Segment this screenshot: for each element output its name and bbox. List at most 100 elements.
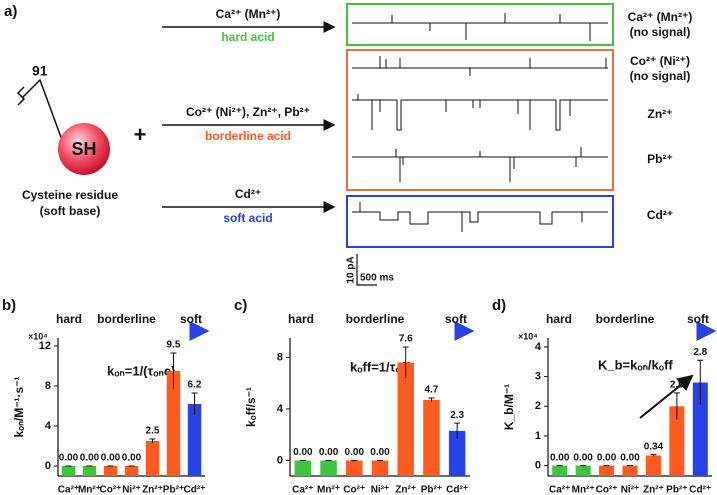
panel-label: c) — [234, 297, 247, 314]
value-label: 0.00 — [550, 452, 570, 463]
y-tick-label: 4 — [277, 403, 284, 415]
bar — [448, 430, 466, 476]
x-tick-label: Zn²⁺ — [643, 485, 664, 495]
band-label: borderline — [346, 312, 405, 326]
residue-number: 91 — [32, 63, 48, 79]
y-tick-label: 4 — [535, 341, 542, 353]
bar — [61, 466, 76, 476]
arrow-ions: Cd²⁺ — [235, 187, 261, 201]
trace-ion: Cd²⁺ — [647, 208, 673, 222]
bar — [669, 406, 685, 476]
y-tick-label: 8 — [45, 380, 51, 392]
band-label: hard — [546, 312, 572, 326]
value-label: 2.3 — [450, 410, 464, 421]
band-label: hard — [56, 312, 82, 326]
x-tick-label: Ca²⁺ — [292, 485, 313, 495]
bar — [622, 465, 638, 476]
value-label: 0.00 — [345, 447, 365, 458]
x-tick-label: Co²⁺ — [100, 485, 122, 495]
panel-label: b) — [2, 297, 16, 314]
bar — [103, 466, 118, 476]
value-label: 2.8 — [693, 347, 707, 358]
backbone — [16, 78, 63, 141]
arrow-ions: Co²⁺ (Ni²⁺), Zn²⁺, Pb²⁺ — [186, 105, 310, 119]
trace — [352, 147, 608, 182]
trend-arrow — [639, 374, 694, 419]
residue-base: (soft base) — [40, 204, 101, 218]
x-tick-label: Ni²⁺ — [122, 485, 141, 495]
trace — [352, 202, 608, 232]
bar — [294, 460, 312, 476]
y-tick-label: 1 — [535, 430, 541, 442]
x-tick-label: Co²⁺ — [596, 485, 618, 495]
trace-box — [346, 3, 614, 46]
scale-bar — [356, 254, 377, 286]
x-tick-label: Co²⁺ — [343, 485, 365, 495]
band-label: hard — [288, 312, 314, 326]
x-tick-label: Mn²⁺ — [78, 485, 101, 495]
equation: kₒff=1/τₒff — [350, 359, 410, 374]
bar — [166, 371, 181, 476]
band-label: soft — [445, 312, 467, 326]
value-label: 0.00 — [620, 452, 640, 463]
value-label: 0.00 — [80, 453, 100, 464]
bar — [82, 466, 97, 476]
trace-ion: Co²⁺ (Ni²⁺) — [630, 54, 690, 68]
residue-name: Cysteine residue — [22, 188, 118, 202]
value-label: 0.00 — [101, 453, 121, 464]
band-label: soft — [180, 312, 202, 326]
bar — [371, 460, 389, 476]
x-tick-label: Zn²⁺ — [142, 485, 163, 495]
arrow-class: hard acid — [221, 30, 274, 44]
bar — [124, 466, 139, 476]
y-tick-label: 3 — [535, 370, 541, 382]
y-tick-label: 0 — [535, 460, 541, 472]
trace-note: (no signal) — [630, 69, 691, 83]
band-label: soft — [687, 312, 709, 326]
value-label: 0.00 — [293, 447, 313, 458]
y-axis-label: kₒₙ/M⁻¹·s⁻¹ — [12, 376, 26, 437]
value-label: 6.2 — [188, 380, 202, 391]
equation: K_b=kₒₙ/kₒff — [598, 357, 673, 372]
band-label: borderline — [596, 312, 655, 326]
value-label: 0.00 — [59, 453, 79, 464]
y-tick-label: 8 — [277, 351, 283, 363]
trace — [352, 94, 608, 131]
bar — [187, 404, 202, 476]
trace-ion: Pb²⁺ — [647, 152, 673, 166]
y-tick-label: 0 — [45, 460, 51, 472]
bar — [397, 362, 414, 476]
trace-note: (no signal) — [630, 25, 691, 39]
trace — [352, 56, 608, 76]
y-tick-label: 0 — [277, 454, 283, 466]
x-tick-label: Pb²⁺ — [666, 485, 687, 495]
x-tick-label: Ca²⁺ — [58, 485, 79, 495]
x-tick-label: Ni²⁺ — [371, 485, 390, 495]
bar — [552, 465, 568, 476]
trace-box — [346, 195, 614, 248]
x-tick-label: Mn²⁺ — [572, 485, 595, 495]
trace-ion: Ca²⁺ (Mn²⁺) — [628, 10, 693, 24]
bar — [423, 399, 440, 476]
bar — [599, 465, 615, 476]
plus-sign: + — [134, 122, 147, 147]
y-multiplier: ×10⁴ — [518, 331, 538, 341]
y-multiplier: ×10⁴ — [28, 331, 48, 341]
trace-ion: Zn²⁺ — [648, 107, 673, 121]
value-label: 2.0 — [670, 380, 684, 391]
value-label: 7.6 — [399, 334, 413, 345]
bar — [320, 460, 337, 476]
bar — [145, 441, 160, 476]
band-label: borderline — [97, 312, 156, 326]
group-label: SH — [71, 139, 96, 159]
value-label: 0.00 — [597, 452, 617, 463]
x-tick-label: Cd²⁺ — [446, 485, 468, 495]
x-tick-label: Mn²⁺ — [317, 485, 340, 495]
bar — [645, 455, 661, 476]
value-label: 9.5 — [167, 340, 181, 351]
x-tick-label: Pb²⁺ — [163, 485, 184, 495]
value-label: 0.00 — [370, 447, 390, 458]
y-tick-label: 12 — [39, 340, 51, 352]
y-axis-label: K_b/M⁻¹ — [502, 384, 516, 430]
